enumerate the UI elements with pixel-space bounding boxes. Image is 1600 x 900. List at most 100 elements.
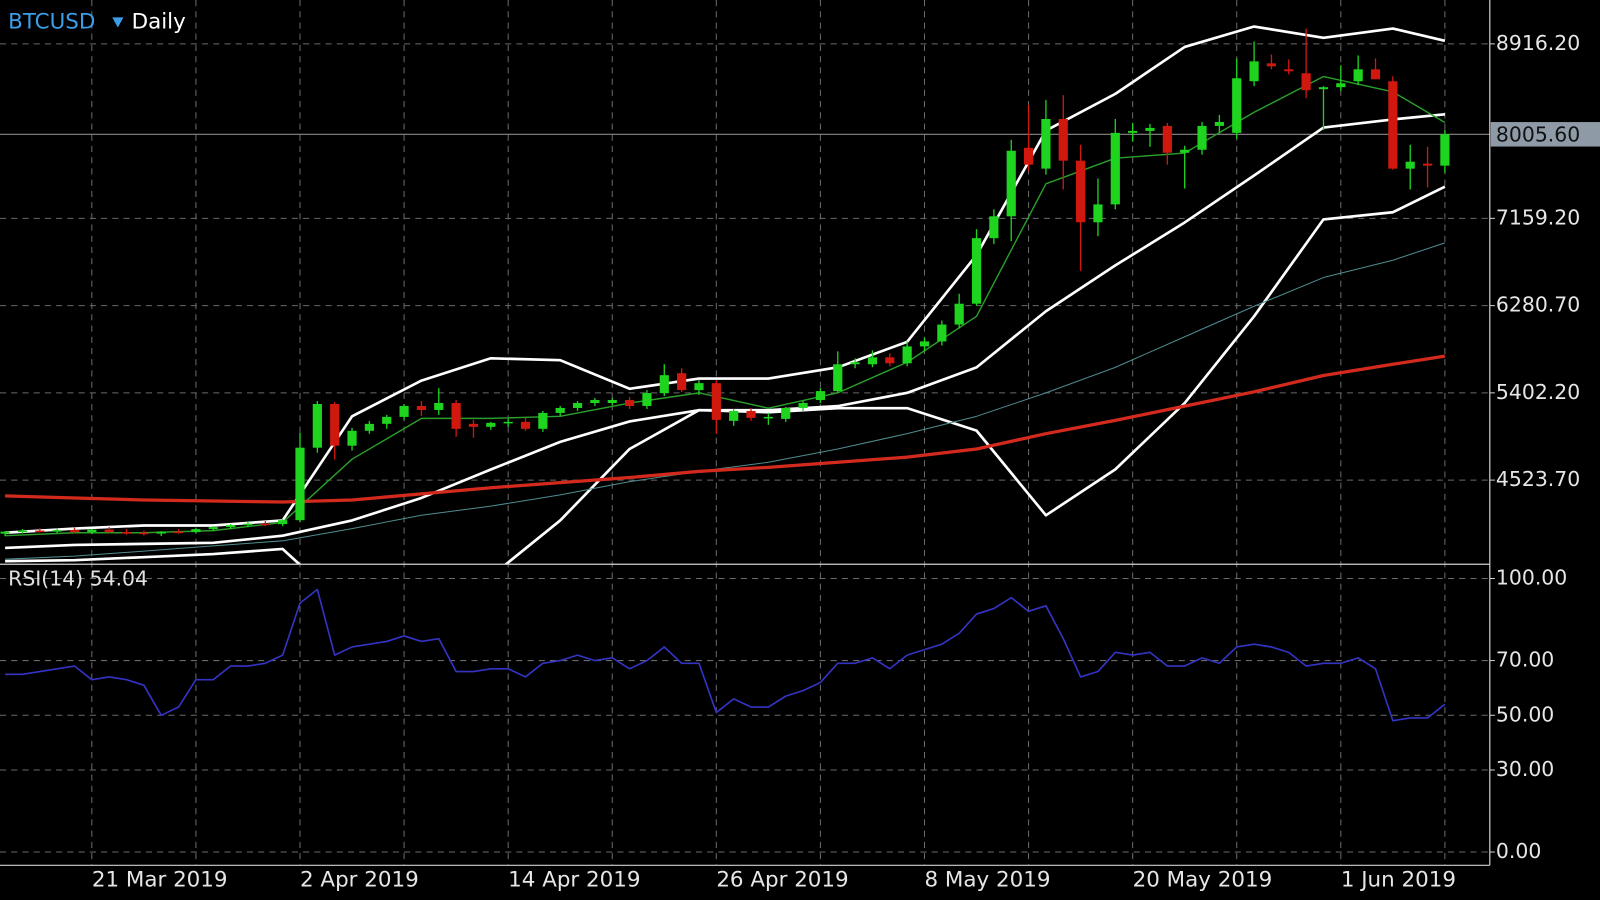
candle-body bbox=[330, 403, 340, 446]
x-tick-label: 14 Apr 2019 bbox=[508, 868, 640, 893]
candle-body bbox=[694, 383, 704, 391]
candle-body bbox=[1162, 125, 1172, 153]
y-tick-label: 50.00 bbox=[1496, 702, 1554, 726]
candle-body bbox=[312, 403, 322, 448]
grid-layer bbox=[0, 0, 1490, 866]
candle-body bbox=[1232, 78, 1242, 133]
candle-body bbox=[1318, 87, 1329, 90]
candle-body bbox=[763, 416, 773, 419]
candle-body bbox=[416, 405, 427, 410]
candle-body bbox=[815, 391, 825, 401]
candle-body bbox=[1180, 149, 1190, 153]
candle-body bbox=[590, 400, 600, 404]
candle-body bbox=[121, 532, 132, 534]
candle-body bbox=[659, 375, 669, 394]
candle-body bbox=[69, 530, 80, 533]
candle-body bbox=[156, 531, 166, 534]
candle-body bbox=[87, 529, 97, 533]
axis-layer: 8916.20 7159.20 6280.70 5402.20 4523.70 100.0… bbox=[92, 31, 1600, 893]
candle-body bbox=[919, 341, 930, 347]
timeframe: Daily bbox=[132, 9, 186, 34]
y-tick-label: 5402.20 bbox=[1496, 380, 1580, 404]
y-tick-label: 4523.70 bbox=[1496, 467, 1580, 491]
candle-body bbox=[468, 423, 479, 427]
x-tick-label: 1 Jun 2019 bbox=[1341, 868, 1456, 893]
x-tick-label: 20 May 2019 bbox=[1133, 868, 1273, 893]
candle-body bbox=[1023, 147, 1034, 165]
candle-body bbox=[642, 393, 652, 406]
candle-body bbox=[208, 527, 218, 530]
candle-body bbox=[1058, 118, 1068, 161]
candle-body bbox=[954, 303, 964, 325]
x-tick-label: 21 Mar 2019 bbox=[92, 868, 228, 893]
candle-body bbox=[260, 523, 270, 526]
rsi-title: RSI(14) 54.04 bbox=[8, 567, 148, 591]
candle-body bbox=[1266, 63, 1277, 67]
x-tick-label: 8 May 2019 bbox=[924, 868, 1050, 893]
candle-body bbox=[104, 529, 114, 533]
candle-body bbox=[850, 362, 860, 365]
candle-body bbox=[867, 357, 878, 365]
x-tick-label: 2 Apr 2019 bbox=[300, 868, 419, 893]
candle-body bbox=[1353, 69, 1363, 82]
candle-body bbox=[1370, 69, 1381, 80]
candle-body bbox=[937, 324, 947, 342]
candle-body bbox=[139, 532, 149, 535]
last-price-label: 8005.60 bbox=[1496, 122, 1580, 146]
price-panel bbox=[0, 25, 1450, 565]
candle-body bbox=[1405, 161, 1415, 169]
candle-body bbox=[607, 400, 617, 404]
candle-body bbox=[1336, 83, 1346, 88]
candle-body bbox=[520, 421, 531, 429]
y-tick-label: 0.00 bbox=[1496, 839, 1541, 863]
candle-body bbox=[711, 383, 721, 420]
candle-body bbox=[555, 407, 565, 413]
indicator-line bbox=[5, 242, 1446, 560]
candle-body bbox=[451, 403, 461, 429]
candle-body bbox=[278, 520, 288, 525]
candle-body bbox=[347, 430, 357, 446]
candle-body bbox=[677, 373, 687, 391]
y-tick-label: 100.00 bbox=[1496, 566, 1567, 590]
candle-body bbox=[1388, 81, 1398, 169]
candle-body bbox=[173, 531, 184, 534]
candle-body bbox=[1145, 127, 1155, 131]
candle-body bbox=[625, 400, 635, 406]
candle-body bbox=[989, 216, 999, 239]
candle-body bbox=[538, 412, 548, 429]
candle-body bbox=[35, 530, 45, 533]
rsi-panel bbox=[5, 588, 1446, 722]
y-tick-label: 6280.70 bbox=[1496, 293, 1580, 317]
candle-body bbox=[434, 403, 444, 410]
candle-body bbox=[1422, 163, 1433, 166]
candle-body bbox=[902, 346, 912, 364]
candle-body bbox=[1110, 132, 1120, 205]
candle-body bbox=[0, 531, 10, 534]
candle-body bbox=[1214, 121, 1224, 126]
candle-body bbox=[1093, 204, 1103, 223]
candle-body bbox=[833, 364, 843, 392]
candle-body bbox=[1301, 73, 1311, 91]
candle-body bbox=[226, 525, 236, 528]
candle-body bbox=[885, 357, 895, 364]
candle-body bbox=[781, 407, 791, 419]
candle-body bbox=[1041, 118, 1051, 169]
candle-body bbox=[572, 403, 583, 408]
candle-body bbox=[1284, 69, 1294, 72]
candle-body bbox=[798, 403, 808, 408]
candle-body bbox=[399, 405, 409, 417]
candle-body bbox=[17, 530, 28, 533]
candle-body bbox=[1128, 130, 1138, 133]
y-tick-label: 7159.20 bbox=[1496, 205, 1580, 229]
indicator-line bbox=[5, 354, 1446, 504]
candle-body bbox=[191, 529, 201, 533]
last-price-box bbox=[1490, 122, 1600, 147]
candle-body bbox=[729, 410, 739, 421]
y-tick-label: 8916.20 bbox=[1496, 31, 1580, 55]
indicator-line bbox=[5, 588, 1446, 722]
candle-body bbox=[971, 238, 982, 304]
candle-body bbox=[1249, 61, 1259, 82]
symbol: BTCUSD bbox=[8, 9, 95, 34]
